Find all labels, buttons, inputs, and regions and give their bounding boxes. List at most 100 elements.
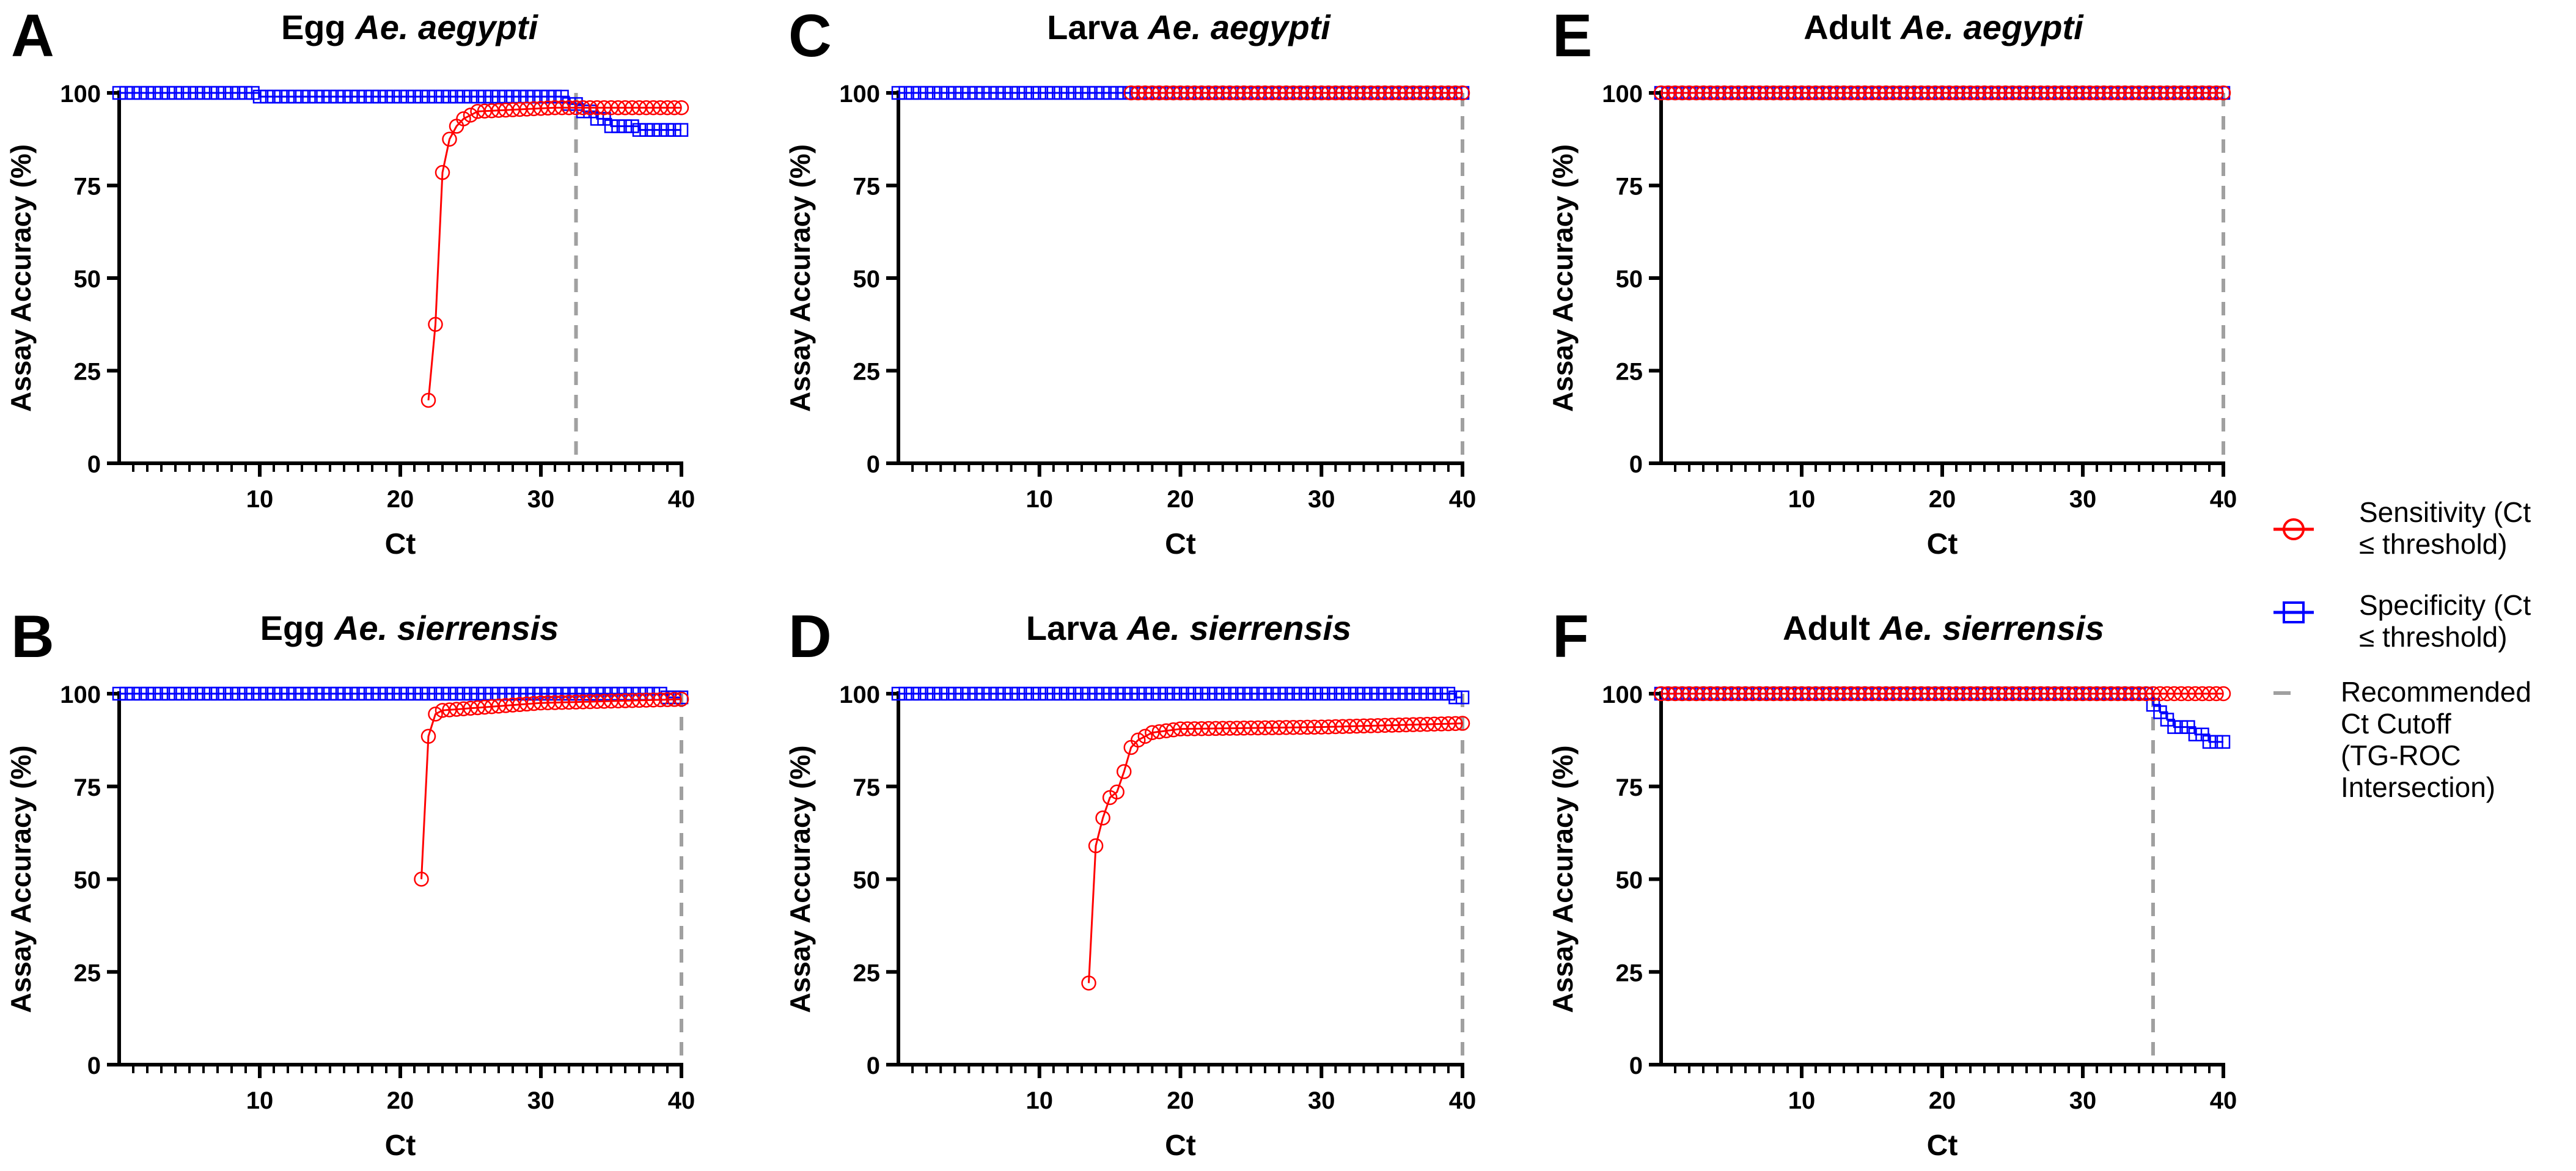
chart-panel-d: D Larva Ae. sierrensis 0 25 50 75 100 10 20 30 40 C… [784, 603, 1476, 1162]
specificity-marker [471, 89, 485, 104]
specificity-marker [224, 86, 239, 100]
specificity-marker [1159, 686, 1173, 701]
specificity-marker [204, 86, 218, 100]
specificity-marker [1202, 686, 1216, 701]
sensitivity-marker [442, 131, 457, 147]
x-axis-label: Ct [1927, 1129, 1958, 1162]
sensitivity-marker [2209, 686, 2224, 702]
specificity-marker [2181, 720, 2195, 734]
specificity-marker [414, 686, 428, 701]
specificity-marker [1180, 686, 1195, 701]
specificity-marker [407, 686, 422, 701]
specificity-marker [421, 686, 436, 701]
specificity-marker [604, 119, 618, 133]
specificity-marker [189, 686, 204, 701]
specificity-marker [990, 686, 1004, 701]
specificity-marker [302, 686, 316, 701]
specificity-marker [955, 686, 969, 701]
specificity-marker [295, 89, 309, 104]
specificity-marker [1448, 690, 1462, 705]
specificity-marker [414, 89, 428, 104]
specificity-marker [372, 89, 386, 104]
specificity-marker [407, 89, 422, 104]
sensitivity-marker [456, 111, 471, 127]
x-tick-label: 10 [246, 1087, 274, 1114]
specificity-marker [948, 686, 962, 701]
sensitivity-marker [428, 317, 443, 332]
specificity-marker [891, 86, 906, 100]
x-axis-label: Ct [385, 1129, 416, 1162]
specificity-marker [295, 686, 309, 701]
y-tick-label: 0 [867, 1052, 880, 1079]
specificity-marker [548, 89, 562, 104]
panel-title-italic: Ae. sierrensis [1879, 609, 2104, 647]
y-tick-label: 50 [853, 266, 881, 293]
specificity-marker [133, 86, 147, 100]
specificity-marker [119, 686, 133, 701]
specificity-marker [1054, 686, 1068, 701]
panel-title: Larva Ae. sierrensis [1026, 609, 1351, 647]
specificity-marker [1371, 686, 1385, 701]
specificity-marker [948, 86, 962, 100]
specificity-marker [204, 686, 218, 701]
chart-panel-f: F Adult Ae. sierrensis 0 25 50 75 100 10 20 30 40 C… [1547, 603, 2237, 1162]
legend-cutoff-label: Ct Cutoff [2341, 708, 2451, 740]
specificity-marker [1441, 686, 1456, 701]
sensitivity-marker [420, 729, 436, 744]
sensitivity-series-line [420, 698, 682, 879]
specificity-marker [1279, 686, 1293, 701]
specificity-marker [1265, 686, 1279, 701]
specificity-marker [210, 86, 225, 100]
specificity-marker [260, 89, 274, 104]
specificity-marker [393, 89, 408, 104]
specificity-marker [527, 686, 541, 701]
specificity-marker [2209, 735, 2223, 749]
specificity-marker [1054, 86, 1068, 100]
specificity-marker [238, 86, 253, 100]
panel-title-italic: Ae. sierrensis [1126, 609, 1351, 647]
sensitivity-marker [414, 872, 429, 887]
specificity-marker [2160, 713, 2174, 727]
specificity-marker [1074, 686, 1089, 701]
specificity-marker [1103, 86, 1117, 100]
sensitivity-marker [1448, 85, 1463, 101]
specificity-marker [1187, 686, 1202, 701]
specificity-marker [365, 686, 380, 701]
specificity-marker [457, 686, 471, 701]
x-tick-label: 10 [246, 486, 274, 513]
specificity-marker [351, 89, 365, 104]
specificity-marker [252, 89, 267, 104]
x-tick-label: 20 [1929, 486, 1956, 513]
specificity-marker [990, 86, 1004, 100]
specificity-marker [175, 686, 189, 701]
specificity-marker [161, 86, 175, 100]
specificity-marker [1046, 86, 1061, 100]
specificity-marker [400, 686, 414, 701]
specificity-marker [1110, 686, 1124, 701]
specificity-marker [442, 686, 457, 701]
specificity-marker [435, 686, 450, 701]
panel-letter: A [11, 2, 54, 69]
specificity-marker [625, 119, 639, 133]
specificity-marker [449, 89, 464, 104]
specificity-marker [1088, 86, 1103, 100]
specificity-marker [218, 686, 232, 701]
legend-specificity-marker [2283, 601, 2305, 623]
specificity-marker [1307, 686, 1321, 701]
panel-title-italic: Ae. aegypti [354, 8, 538, 46]
specificity-marker [196, 686, 211, 701]
specificity-marker [281, 686, 295, 701]
specificity-marker [323, 89, 337, 104]
sensitivity-marker [2215, 85, 2231, 101]
x-axis-label: Ct [1165, 1129, 1196, 1162]
specificity-marker [898, 686, 912, 701]
specificity-marker [1208, 686, 1223, 701]
specificity-marker [140, 86, 155, 100]
specificity-marker [2188, 727, 2203, 742]
specificity-marker [513, 686, 527, 701]
specificity-series-line [119, 92, 681, 131]
x-tick-label: 20 [387, 1087, 414, 1114]
specificity-marker [2174, 720, 2189, 734]
specificity-marker [919, 86, 934, 100]
